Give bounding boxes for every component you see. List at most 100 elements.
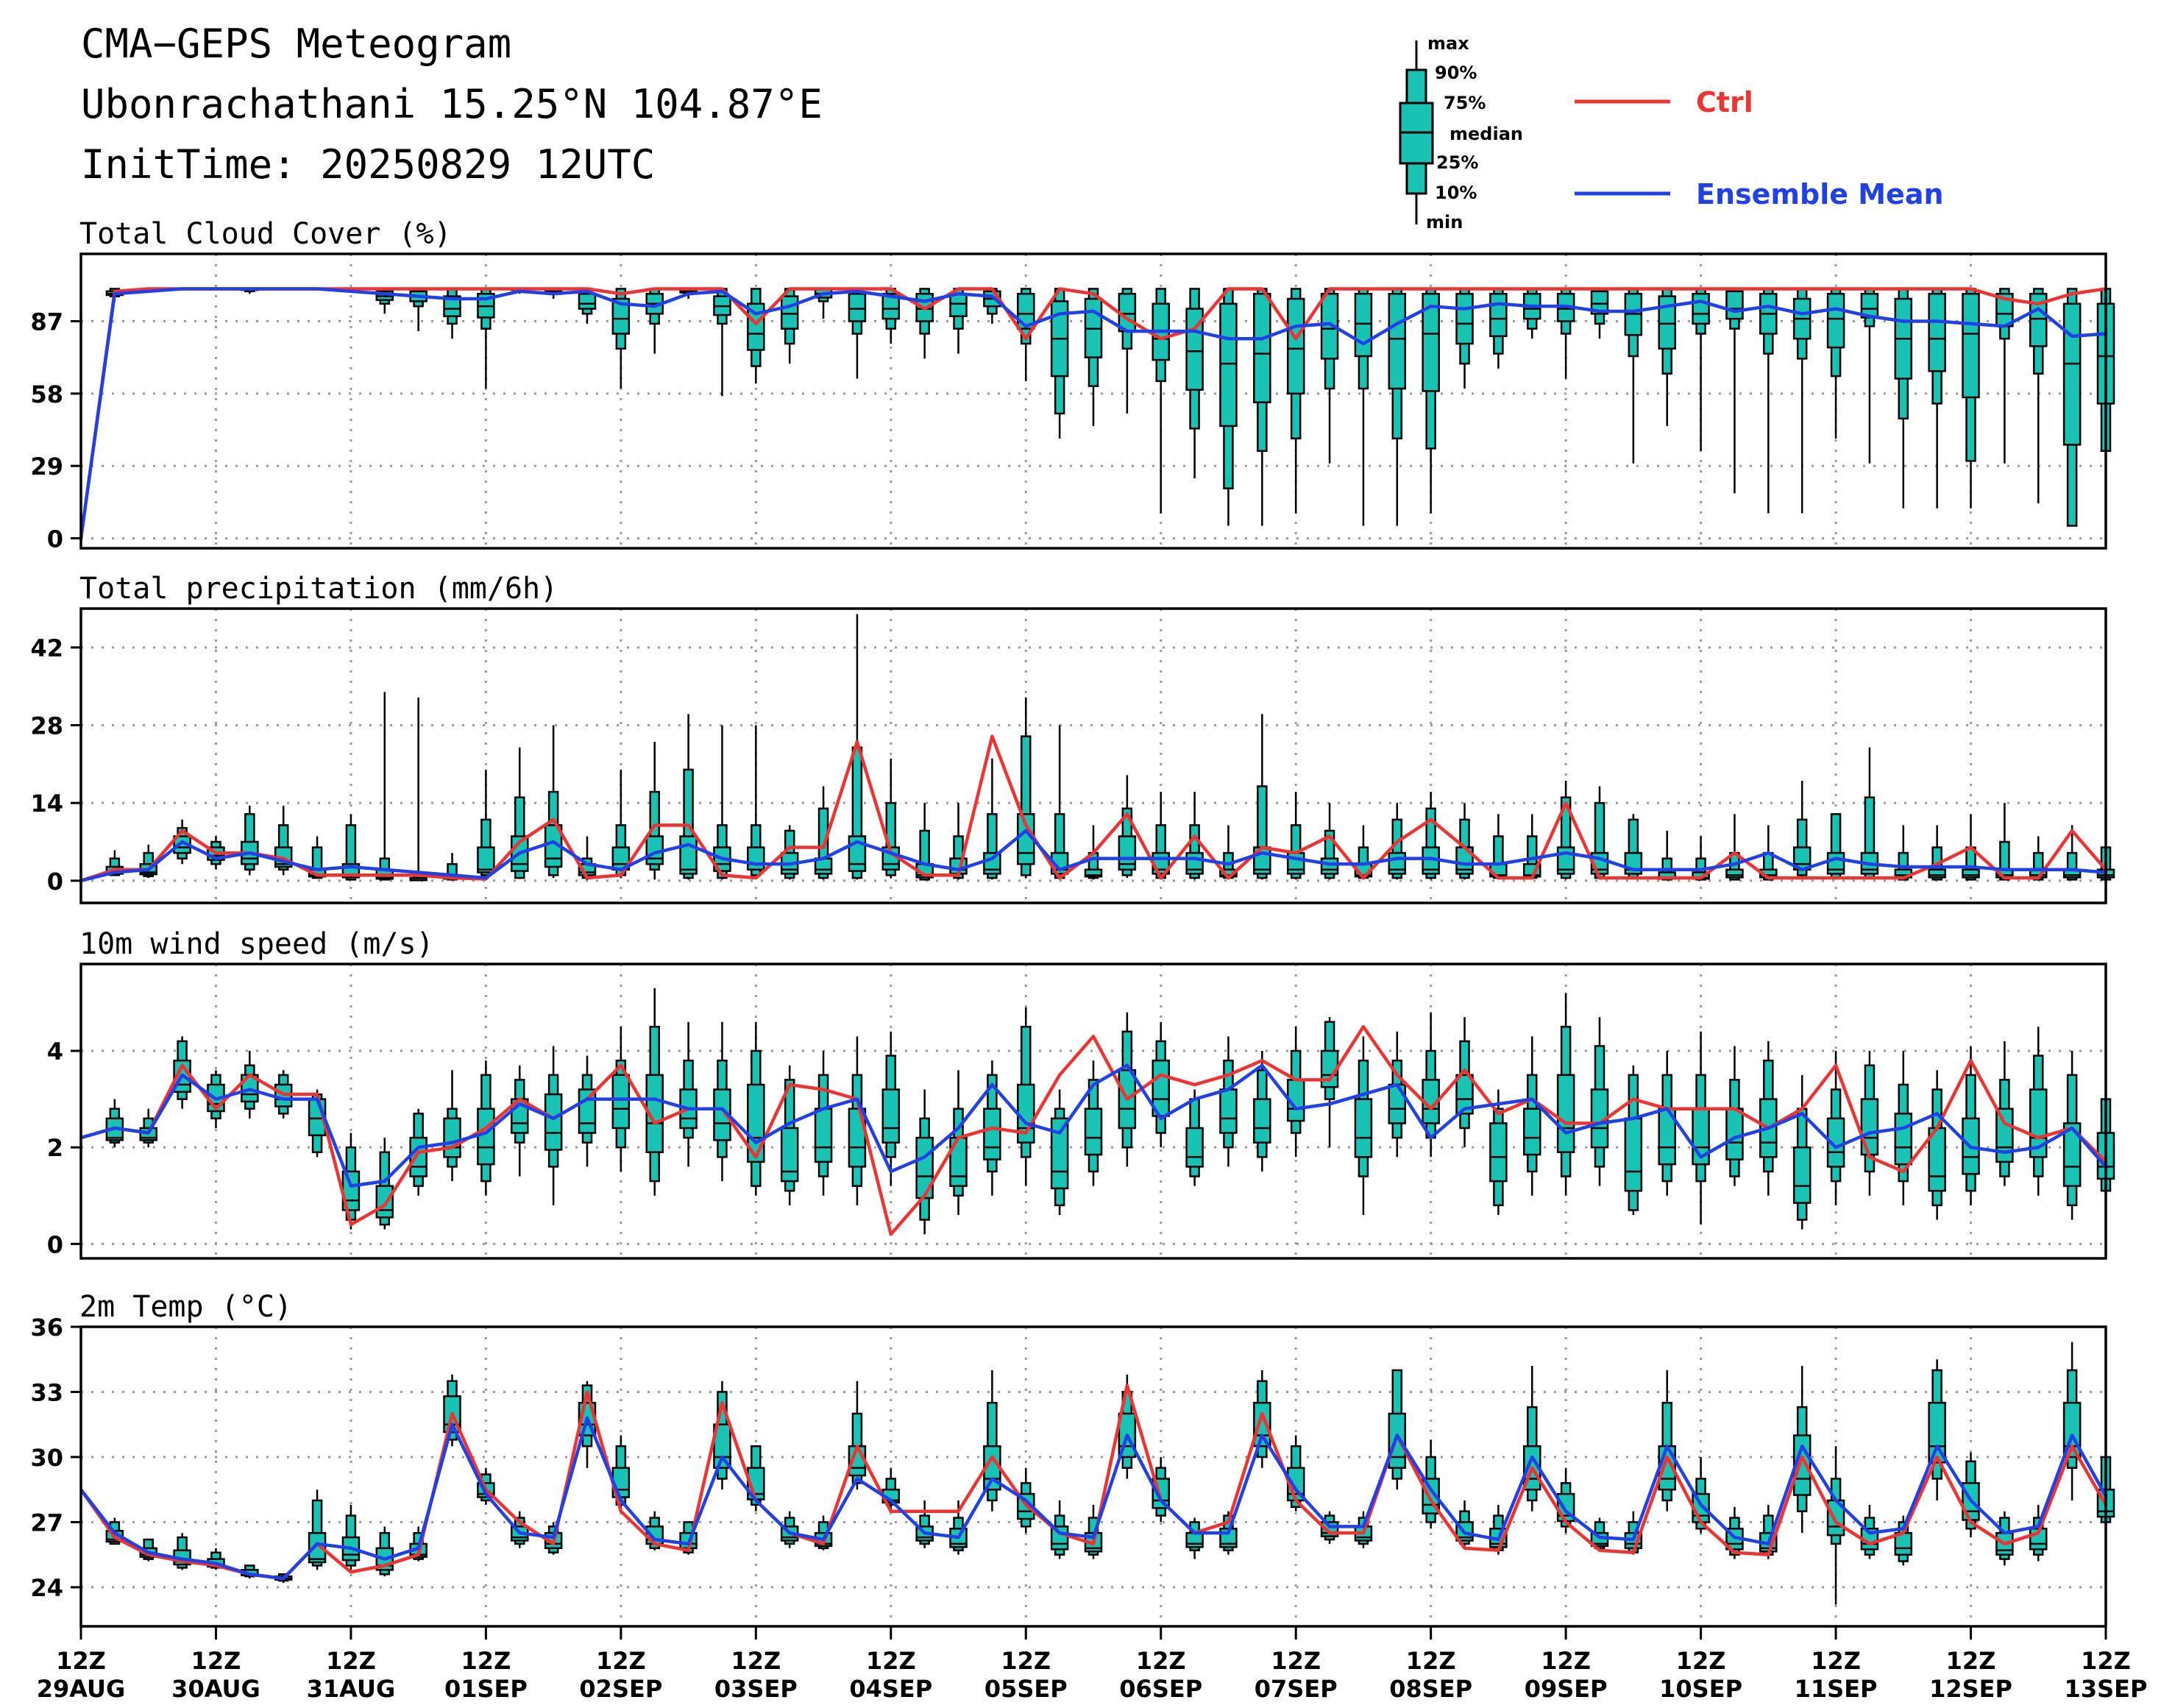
x-tick-label-hour: 12Z [2081,1647,2131,1675]
box-inner [1084,868,1103,878]
box-plot [1860,747,1879,880]
x-axis: 12Z29AUG12Z30AUG12Z31AUG12Z01SEP12Z02SEP… [37,1626,2148,1703]
box-inner [1489,292,1508,338]
x-tick-label-hour: 12Z [1541,1647,1591,1675]
box-plot [1219,288,1238,526]
box-inner [1118,835,1137,871]
box-inner [1725,290,1744,320]
ctrl-series-line [79,1383,2107,1581]
box-plot [1759,1041,1778,1196]
box-inner [983,1108,1001,1160]
box-inner [949,292,968,317]
panel-title: 10m wind speed (m/s) [79,927,434,961]
x-tick-label-hour: 12Z [596,1647,646,1675]
box-plot [308,1489,327,1570]
box-inner [881,292,901,320]
box-plot [443,1070,461,1182]
box-plot [1894,825,1913,881]
box-plot [2029,288,2048,503]
y-tick-label: 2 [47,1134,63,1162]
y-tick-label: 42 [30,634,63,662]
box-inner [1286,297,1305,395]
box-plot [1422,1439,1440,1529]
box-inner [1388,292,1407,390]
box-plot [1388,1369,1407,1490]
legend: max 90% 75% median 25% 10% min Ctrl Ense… [1399,33,1944,233]
box-inner [679,835,698,875]
box-inner [1320,857,1339,875]
box-inner [780,1127,799,1183]
box-inner [1388,1412,1407,1469]
box-inner [375,1185,394,1219]
box-plot [1185,1089,1204,1186]
box-inner [1388,1083,1407,1124]
panel-frame [79,1325,2107,1628]
box-plot [341,814,361,881]
x-tick-label-date: 03SEP [714,1675,798,1703]
box-plot [1185,1517,1204,1559]
box-inner [881,1088,901,1144]
legend-label-10: 10% [1435,183,1477,203]
box-plot [1725,288,1744,494]
box-plot [139,1108,157,1148]
box-plot [1928,1070,1946,1220]
box-inner [1185,1531,1204,1548]
box-plot [611,769,631,879]
box-plot [1962,288,1980,508]
box-plot [1826,1446,1845,1605]
x-tick-label-hour: 12Z [56,1647,106,1675]
box-plot [1152,792,1170,880]
box-plot [477,288,495,389]
box-plot [713,1021,731,1182]
box-plot [1185,288,1204,479]
x-tick-label-date: 13SEP [2065,1675,2148,1703]
y-tick-label: 4 [47,1038,63,1066]
box-plot [780,1065,799,1205]
box-inner [747,302,765,351]
box-plot [1860,1051,1879,1196]
box-plot [1286,288,1305,514]
panel-title: Total precipitation (mm/6h) [79,572,558,606]
box-plot [1050,1089,1069,1215]
y-tick-label: 0 [47,525,63,553]
x-tick-label-hour: 12Z [1136,1647,1186,1675]
box-inner [1219,1088,1238,1134]
box-plot [1489,1089,1508,1215]
box-plot [241,805,259,876]
location-subtitle: Ubonrachathani 15.25°N 104.87°E [81,81,823,127]
box-inner [409,1136,427,1177]
box-inner [1692,292,1710,325]
box-inner [780,295,799,330]
box-inner [2029,1088,2048,1158]
box-plot [1050,725,1069,880]
box-plot [949,1500,968,1555]
box-plot [1286,1027,1305,1158]
box-plot [1590,1017,1609,1186]
panel-frame [79,963,2107,1260]
box-plot [881,758,901,879]
x-tick-label-hour: 12Z [1271,1647,1321,1675]
box-plot [1692,1031,1710,1225]
box-plot [611,1027,631,1172]
box-plot [1928,288,1946,508]
box-inner [2062,1122,2082,1187]
box-plot [375,1526,394,1577]
legend-ctrl-label: Ctrl [1696,86,1753,118]
box-plot [1725,814,1744,881]
x-tick-label-date: 07SEP [1255,1675,1338,1703]
box-plot [1152,1021,1170,1148]
box-plot [679,1021,698,1167]
box-plot [747,288,765,384]
box-plot [1792,288,1812,514]
box-plot [2062,288,2082,527]
box-plot [2062,1342,2082,1500]
box-inner [1084,1108,1103,1156]
y-tick-label: 14 [30,790,63,818]
y-tick-label: 27 [30,1509,63,1537]
y-tick-label: 24 [30,1574,63,1602]
box-plot [1860,288,1879,464]
panel-4: 2m Temp (°C) 24 27 30 33 36 [30,1290,2115,1628]
box-inner [1523,1108,1541,1156]
box-inner [1253,1098,1271,1144]
